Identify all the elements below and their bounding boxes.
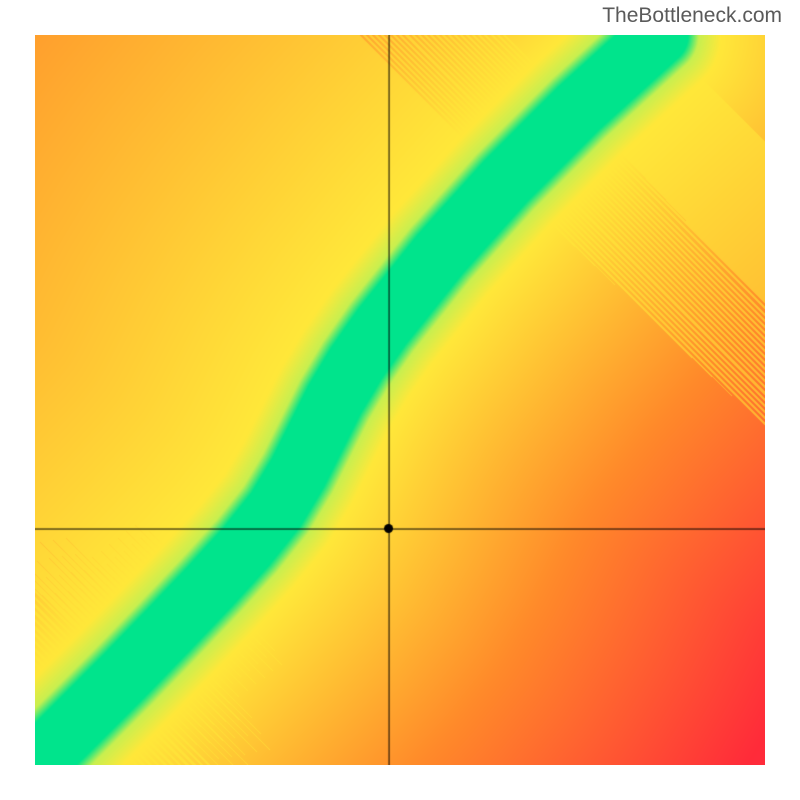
watermark-text: TheBottleneck.com — [602, 4, 782, 28]
heatmap-plot — [35, 35, 765, 765]
heatmap-canvas — [35, 35, 765, 765]
chart-container: TheBottleneck.com — [0, 0, 800, 800]
